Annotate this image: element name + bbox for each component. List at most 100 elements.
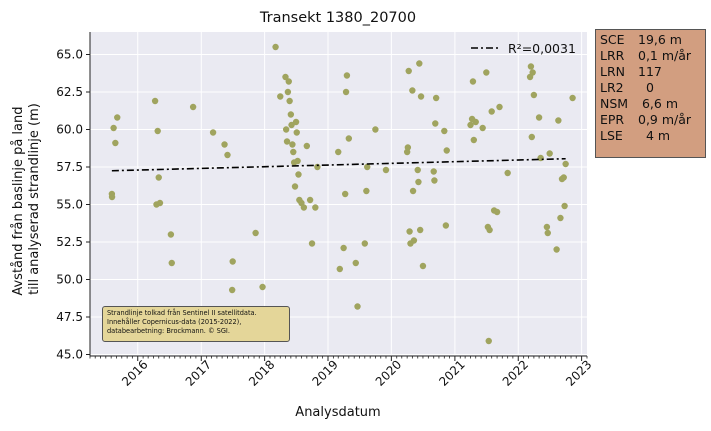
y-tick-label: 60.0	[56, 123, 83, 137]
data-point	[431, 177, 438, 184]
y-axis-label-line-1: Avstånd från baslinje på land	[11, 106, 26, 295]
stat-value: 4 m	[638, 128, 671, 143]
stat-key: LRN	[600, 64, 625, 79]
stat-key: LRR	[600, 48, 625, 63]
data-point	[154, 127, 161, 135]
stat-row-epr: EPR 0,9 m/år	[600, 112, 705, 128]
stat-key: LSE	[600, 128, 623, 143]
plot-background	[90, 32, 587, 356]
data-point	[289, 141, 296, 148]
data-point	[108, 193, 116, 201]
y-axis-label: Avstånd från baslinje på land till analy…	[11, 102, 42, 295]
stat-key: NSM	[600, 96, 629, 111]
y-tick-label: 62.5	[56, 85, 83, 99]
x-tick-label: 2023	[563, 357, 594, 388]
data-point	[167, 231, 175, 238]
legend-label: R²=0,0031	[508, 41, 576, 56]
data-point	[488, 108, 495, 115]
data-point	[288, 121, 295, 129]
data-point	[283, 138, 291, 145]
data-point	[469, 78, 477, 85]
data-point	[530, 91, 538, 99]
data-point	[259, 283, 266, 291]
data-point	[382, 166, 390, 174]
source-note-line: databearbetning: Brockmann. © SGI.	[107, 327, 230, 335]
data-point	[546, 150, 553, 157]
data-point	[156, 199, 164, 207]
data-point	[410, 237, 418, 244]
data-point	[561, 202, 568, 210]
data-point	[335, 148, 342, 156]
data-point	[272, 43, 279, 51]
data-point	[432, 120, 439, 127]
data-point	[553, 246, 560, 253]
data-point	[303, 142, 311, 150]
data-point	[442, 222, 450, 229]
data-point	[282, 73, 289, 81]
data-point	[405, 67, 412, 75]
x-axis-label: Analysdatum	[295, 405, 380, 420]
data-point	[155, 174, 162, 181]
stat-value: 19,6 m	[638, 32, 682, 47]
stat-row-lrr: LRR 0,1 m/år	[600, 48, 705, 64]
trend-line-segment	[111, 157, 566, 172]
x-tick-label: 2016	[119, 357, 150, 388]
data-point	[308, 240, 316, 247]
data-point	[112, 139, 119, 147]
data-point	[287, 111, 295, 118]
data-point	[151, 97, 159, 105]
stat-row-lrn: LRN 117	[600, 64, 705, 80]
stat-value: 0	[638, 80, 654, 95]
stat-row-lr2: LR2 0	[600, 80, 705, 96]
data-point	[114, 114, 121, 121]
data-point	[282, 126, 290, 133]
data-point	[295, 171, 302, 178]
data-point	[372, 126, 379, 133]
stat-value: 0,9 m/år	[638, 112, 692, 127]
data-point	[569, 94, 576, 102]
stat-row-nsm: NSM 6,6 m	[600, 96, 705, 112]
y-axis-label-line-2: till analyserad strandlinje (m)	[27, 103, 42, 295]
data-point	[555, 117, 562, 124]
y-tick-label: 47.5	[56, 310, 83, 324]
stat-value: 0,1 m/år	[638, 48, 692, 63]
stat-row-lse: LSE 4 m	[600, 128, 705, 144]
stat-row-sce: SCE 19,6 m	[600, 32, 705, 48]
data-point	[406, 228, 413, 235]
data-point	[285, 78, 292, 85]
data-point	[341, 190, 349, 198]
data-point	[493, 208, 501, 216]
data-point	[290, 148, 297, 156]
data-point	[292, 118, 300, 126]
data-point	[224, 151, 231, 159]
data-point	[252, 229, 259, 237]
data-point	[189, 103, 197, 111]
data-point	[168, 259, 175, 267]
data-point	[291, 183, 299, 190]
data-point	[277, 93, 284, 100]
legend: R²=0,0031	[471, 41, 576, 56]
source-note-line: Strandlinje tolkad från Sentinel II sate…	[107, 309, 257, 317]
data-point	[314, 163, 321, 171]
data-point	[486, 226, 493, 234]
data-point	[557, 214, 564, 222]
data-point	[472, 118, 479, 126]
data-point	[209, 129, 217, 136]
data-point	[336, 265, 344, 273]
data-point	[354, 303, 361, 310]
data-point	[470, 136, 478, 144]
data-point	[416, 226, 424, 234]
y-tick-label: 57.5	[56, 160, 83, 174]
x-tick-label: 2018	[246, 357, 277, 388]
data-point	[485, 337, 492, 345]
stat-key: SCE	[600, 32, 625, 47]
data-point	[345, 135, 353, 142]
data-point	[467, 121, 474, 129]
data-point	[352, 259, 359, 267]
data-points	[108, 43, 576, 345]
data-point	[306, 196, 314, 204]
data-point	[286, 97, 293, 105]
data-point	[432, 94, 440, 102]
data-point	[535, 114, 543, 121]
shoreline-statistics-box: SCE 19,6 m LRR 0,1 m/år LRN 117 LR2 0 NSM 6…	[595, 29, 706, 158]
